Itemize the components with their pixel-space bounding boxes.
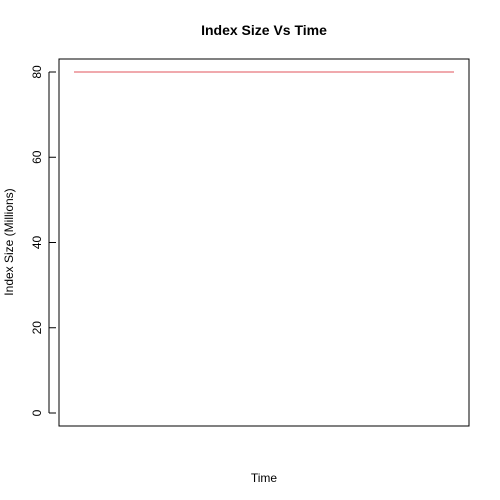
y-tick-label: 40 xyxy=(30,236,44,250)
y-tick-label: 80 xyxy=(30,65,44,79)
y-axis: 0 20 40 60 80 xyxy=(30,65,56,416)
y-axis-label: Index Size (Millions) xyxy=(2,188,16,295)
y-tick-label: 0 xyxy=(30,409,44,416)
plot-frame xyxy=(58,58,470,427)
x-axis-label: Time xyxy=(251,471,278,485)
y-tick-label: 20 xyxy=(30,321,44,335)
chart-title: Index Size Vs Time xyxy=(201,22,327,38)
y-tick-label: 60 xyxy=(30,150,44,164)
